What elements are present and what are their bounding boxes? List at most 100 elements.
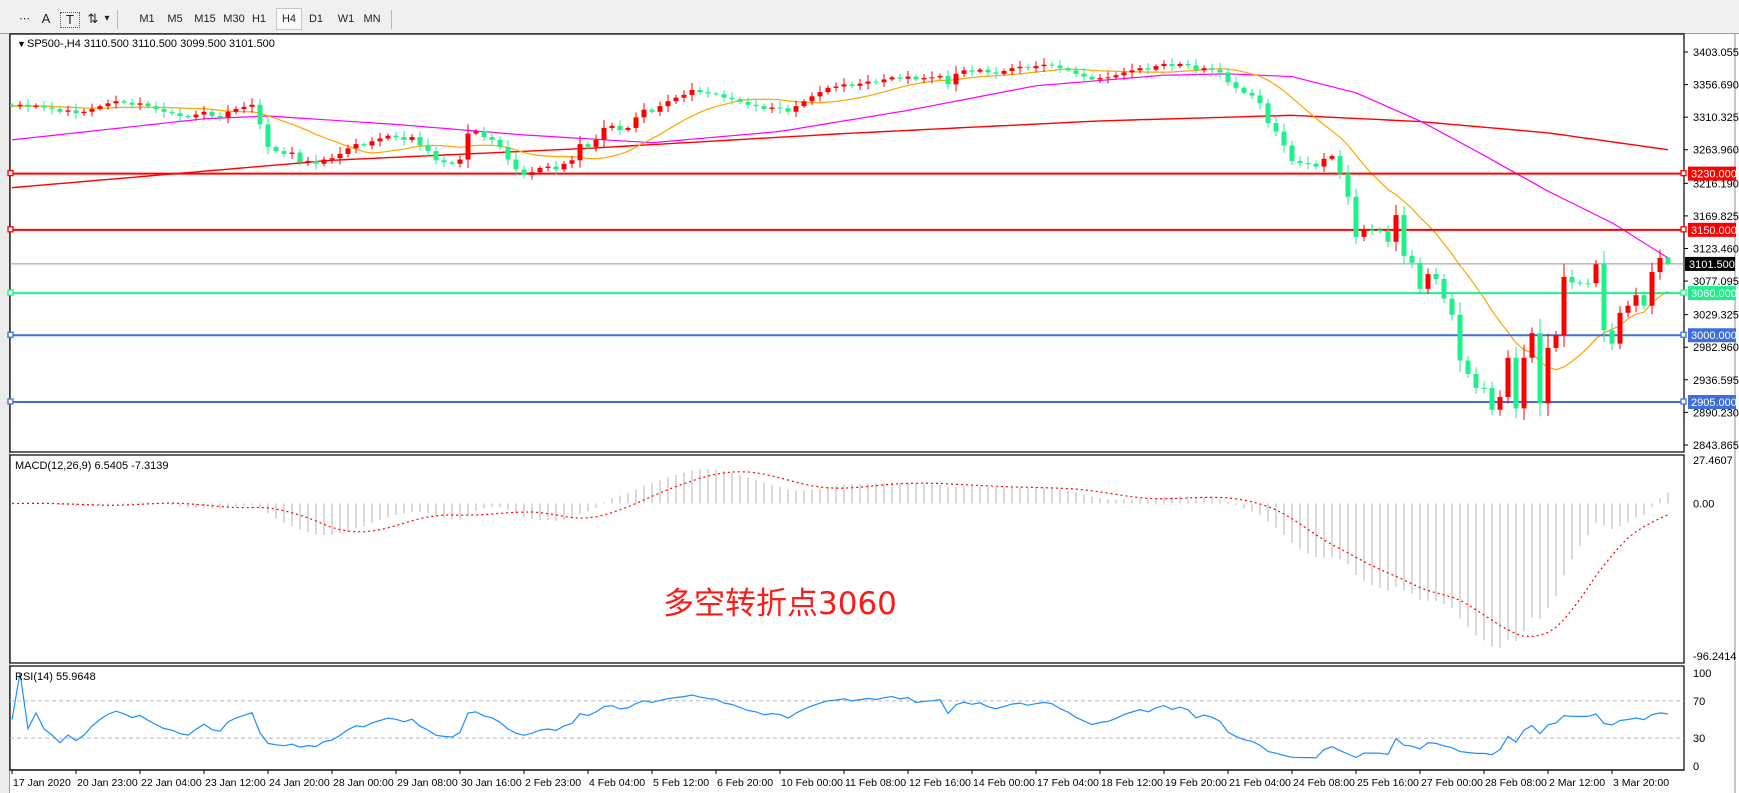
- candle-down: [1249, 92, 1255, 96]
- price-axis-label: 3123.460: [1693, 243, 1739, 255]
- candle-down: [1433, 274, 1439, 280]
- level-price-tag: [1688, 286, 1736, 301]
- timeframe-m15-button[interactable]: M15: [194, 13, 216, 25]
- timeframe-w1-button[interactable]: W1: [337, 13, 355, 25]
- time-axis-label: 23 Jan 12:00: [205, 777, 266, 789]
- candle-up: [537, 167, 543, 173]
- timeframe-m5-button[interactable]: M5: [167, 13, 183, 25]
- level-left-handle: [7, 169, 14, 177]
- candle-down: [481, 131, 487, 138]
- candle-up: [377, 138, 383, 142]
- candle-down: [945, 75, 951, 85]
- level-price-tag: [1688, 222, 1736, 237]
- timeframe-h4-button[interactable]: H4: [276, 8, 302, 30]
- price-axis-label: 3216.190: [1693, 178, 1739, 190]
- timeframe-h1-button[interactable]: H1: [251, 13, 267, 25]
- level-left-handle: [7, 289, 14, 296]
- rsi-label: RSI(14) 55.9648: [15, 671, 96, 683]
- candle-down: [361, 144, 367, 146]
- candle-down: [153, 106, 159, 109]
- time-axis-label: 24 Jan 20:00: [269, 777, 330, 789]
- candle-down: [1073, 70, 1079, 74]
- price-axis-label: 2982.960: [1693, 342, 1739, 354]
- candle-down: [1441, 279, 1447, 299]
- level-price-label: 2905.000: [1691, 397, 1737, 409]
- timeframe-mn-button[interactable]: MN: [363, 13, 381, 25]
- candle-down: [441, 160, 447, 163]
- candle-down: [10, 104, 15, 107]
- candle-up: [1121, 72, 1127, 76]
- candle-up: [1561, 276, 1567, 336]
- candle-up: [345, 148, 351, 154]
- candle-down: [1457, 314, 1463, 361]
- candle-up: [929, 77, 935, 79]
- candle-up: [1521, 357, 1527, 409]
- candle-up: [193, 114, 199, 118]
- price-axis-label: 2890.230: [1693, 407, 1739, 419]
- rsi-axis-label: 0: [1693, 761, 1699, 773]
- candle-down: [1273, 123, 1279, 132]
- candle-down: [497, 139, 503, 147]
- macd-zero-label: 0.00: [1693, 499, 1714, 511]
- candle-up: [241, 106, 247, 109]
- candle-down: [985, 69, 991, 73]
- time-axis-label: 25 Feb 16:00: [1357, 777, 1419, 789]
- candle-up: [841, 84, 847, 87]
- candle-down: [257, 104, 263, 125]
- level-left-handle: [7, 226, 14, 233]
- time-axis-label: 28 Feb 08:00: [1485, 777, 1547, 789]
- candle-up: [329, 158, 335, 160]
- candle-up: [857, 83, 863, 86]
- candle-up: [409, 137, 415, 140]
- macd-min-label: -96.2414: [1693, 651, 1736, 663]
- level-right-handle: [1680, 289, 1687, 296]
- candle-up: [1321, 158, 1327, 167]
- candle-up: [881, 79, 887, 83]
- time-axis-label: 24 Feb 08:00: [1293, 777, 1355, 789]
- candle-down: [969, 70, 975, 72]
- candle-up: [937, 75, 943, 78]
- candle-down: [281, 151, 287, 154]
- candle-down: [1577, 282, 1583, 284]
- candle-down: [313, 160, 319, 164]
- candle-up: [1001, 71, 1007, 74]
- candle-up: [1113, 75, 1119, 78]
- candle-down: [425, 145, 431, 152]
- candle-up: [601, 127, 607, 140]
- timeframe-m30-button[interactable]: M30: [223, 13, 245, 25]
- text-label-icon[interactable]: T: [60, 12, 80, 28]
- timeframe-m1-button[interactable]: M1: [139, 13, 155, 25]
- time-axis-label: 21 Feb 04:00: [1229, 777, 1291, 789]
- timeframe-d1-button[interactable]: D1: [308, 13, 324, 25]
- candle-up: [977, 69, 983, 72]
- time-axis-label: 10 Feb 00:00: [781, 777, 843, 789]
- candle-down: [993, 72, 999, 74]
- candle-up: [457, 159, 463, 164]
- candle-down: [1257, 95, 1263, 104]
- time-axis-label: 17 Feb 04:00: [1037, 777, 1099, 789]
- candle-up: [1153, 66, 1159, 70]
- macd-max-label: 27.4607: [1693, 455, 1733, 467]
- candle-down: [697, 89, 703, 93]
- text-tool-icon[interactable]: A: [41, 11, 51, 26]
- candle-down: [521, 169, 527, 176]
- candle-down: [913, 76, 919, 80]
- price-axis-label: 3310.325: [1693, 112, 1739, 124]
- candle-up: [769, 107, 775, 109]
- candle-down: [753, 104, 759, 107]
- candle-down: [1209, 68, 1215, 70]
- period-separator-icon[interactable]: ⋯: [19, 13, 30, 25]
- candle-down: [1081, 73, 1087, 77]
- arrows-dropdown-icon[interactable]: ▾: [104, 13, 110, 24]
- candle-down: [1481, 387, 1487, 389]
- candle-down: [505, 146, 511, 160]
- candle-down: [1057, 65, 1063, 69]
- time-axis-label: 14 Feb 00:00: [973, 777, 1035, 789]
- main-panel-frame: [9, 33, 1685, 453]
- rsi-line: [11, 672, 1669, 759]
- arrows-icon[interactable]: ⇅: [87, 11, 99, 26]
- time-axis-label: 27 Feb 00:00: [1421, 777, 1483, 789]
- candle-down: [217, 115, 223, 118]
- rsi-axis-label: 30: [1693, 733, 1705, 745]
